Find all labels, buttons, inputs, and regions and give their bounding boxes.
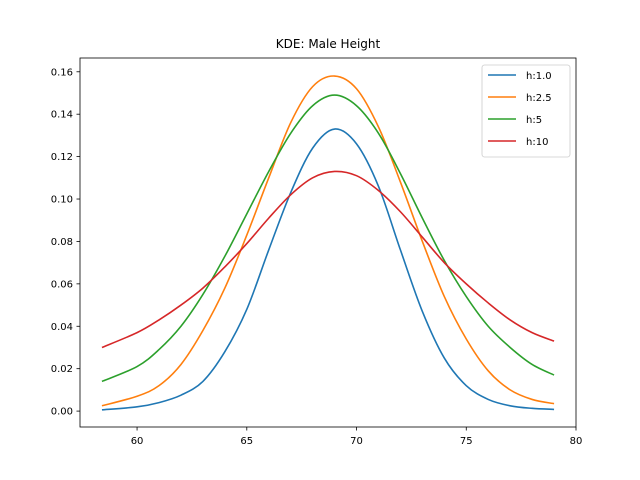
y-tick-label: 0.08 xyxy=(51,237,73,248)
series-line-4 xyxy=(101,170,555,349)
series-line-2 xyxy=(101,75,555,407)
legend-label-2: h:2.5 xyxy=(526,93,552,104)
legend-box xyxy=(481,64,571,158)
axes: 60 65 70 75 80 0.00 0.02 0.04 0.06 0.08 0.10 0.12 0.… xyxy=(51,57,583,447)
x-tick-label: 80 xyxy=(570,436,583,447)
y-tick-label: 0.10 xyxy=(51,195,73,206)
series-line-1 xyxy=(101,128,555,411)
y-tick-label: 0.04 xyxy=(51,322,73,333)
y-tick-label: 0.06 xyxy=(51,279,73,290)
x-tick-label: 75 xyxy=(460,436,473,447)
legend-label-4: h:10 xyxy=(526,137,548,148)
x-tick-label: 65 xyxy=(240,436,253,447)
y-tick-label: 0.14 xyxy=(51,110,73,121)
series-line-3 xyxy=(101,94,555,383)
chart-title: KDE: Male Height xyxy=(276,37,381,51)
legend-label-3: h:5 xyxy=(526,115,542,126)
x-tick-label: 60 xyxy=(131,436,144,447)
y-tick-label: 0.02 xyxy=(51,364,73,375)
y-tick-label: 0.16 xyxy=(51,67,73,78)
y-tick-label: 0.00 xyxy=(51,407,73,418)
legend: h:1.0 h:2.5 h:5 h:10 xyxy=(481,64,571,158)
y-tick-label: 0.12 xyxy=(51,152,73,163)
plot-area xyxy=(101,75,555,411)
axes-frame xyxy=(79,57,577,428)
legend-label-1: h:1.0 xyxy=(526,71,552,82)
x-tick-label: 70 xyxy=(350,436,363,447)
